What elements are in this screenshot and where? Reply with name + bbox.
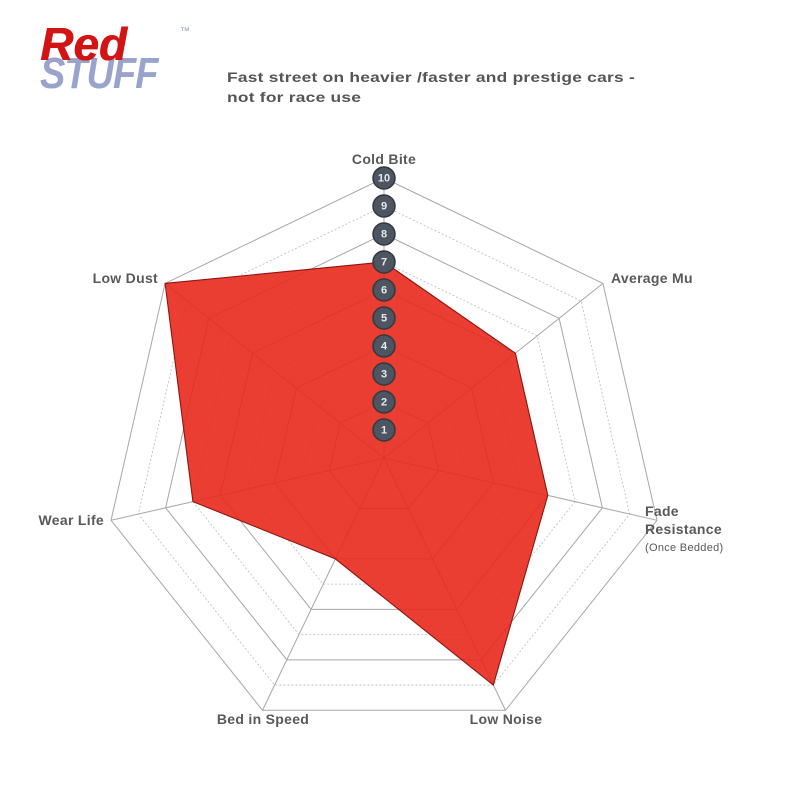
svg-text:6: 6 bbox=[381, 285, 387, 297]
svg-text:8: 8 bbox=[381, 229, 387, 241]
svg-text:7: 7 bbox=[381, 257, 387, 269]
svg-text:4: 4 bbox=[381, 341, 388, 353]
svg-text:10: 10 bbox=[378, 173, 390, 185]
svg-text:2: 2 bbox=[381, 397, 387, 409]
svg-text:1: 1 bbox=[381, 425, 387, 437]
svg-text:5: 5 bbox=[381, 313, 387, 325]
svg-text:9: 9 bbox=[381, 201, 387, 213]
svg-text:3: 3 bbox=[381, 369, 387, 381]
